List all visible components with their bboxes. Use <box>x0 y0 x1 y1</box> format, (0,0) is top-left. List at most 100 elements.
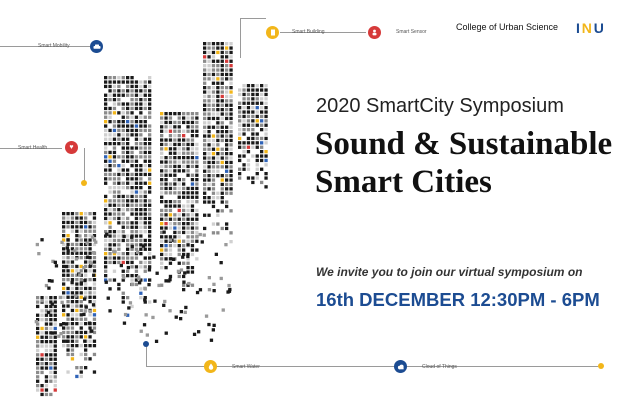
skyline-window <box>121 300 125 304</box>
skyline-window <box>117 247 121 251</box>
skyline-window <box>148 190 152 194</box>
skyline-window <box>126 155 130 159</box>
skyline-window <box>36 357 40 361</box>
skyline-window <box>126 252 130 256</box>
skyline-window <box>40 296 44 300</box>
skyline-window <box>139 84 143 89</box>
skyline-window <box>75 269 79 273</box>
skyline-pixel <box>195 290 200 295</box>
skyline-window <box>139 106 143 111</box>
skyline-window <box>104 133 108 137</box>
skyline-window <box>126 234 130 238</box>
skyline-window <box>70 313 75 317</box>
skyline-window <box>246 141 251 145</box>
skyline-window <box>246 136 251 141</box>
skyline-window <box>79 366 83 370</box>
skyline-window <box>44 318 49 322</box>
skyline-window <box>160 217 164 221</box>
skyline-window <box>88 212 92 216</box>
skyline-window <box>139 102 143 106</box>
skyline-window <box>84 247 88 251</box>
skyline-window <box>130 172 134 177</box>
skyline-window <box>117 181 121 185</box>
skyline-window <box>207 108 211 112</box>
skyline-window <box>168 156 173 160</box>
skyline-window <box>211 134 216 138</box>
skyline-window <box>190 204 195 208</box>
skyline-window <box>229 156 233 160</box>
skyline-pixel <box>192 332 197 336</box>
skyline-window <box>225 77 229 81</box>
skyline-window <box>70 300 75 304</box>
skyline-window <box>207 134 211 138</box>
skyline-window <box>117 76 121 80</box>
skyline-window <box>220 138 224 143</box>
skyline-window <box>143 106 147 111</box>
skyline-window <box>143 159 147 163</box>
skyline-window <box>88 225 92 229</box>
skyline-window <box>112 146 117 150</box>
skyline-window <box>251 106 255 110</box>
skyline-window <box>160 239 164 243</box>
skyline-window <box>66 216 70 220</box>
skyline-window <box>88 335 92 339</box>
skyline-window <box>186 116 190 120</box>
skyline-window <box>177 222 181 226</box>
skyline-window <box>104 181 108 185</box>
skyline-window <box>139 181 143 185</box>
skyline-window <box>143 172 147 177</box>
skyline-window <box>134 212 139 216</box>
skyline-window <box>173 112 177 116</box>
skyline-window <box>62 242 66 247</box>
skyline-window <box>44 335 49 339</box>
skyline-window <box>40 353 44 357</box>
skyline-window <box>36 304 40 309</box>
skyline-window <box>143 208 147 212</box>
skyline-window <box>66 352 70 357</box>
skyline-window <box>88 247 92 251</box>
skyline-window <box>216 160 220 165</box>
skyline-window <box>177 217 181 221</box>
skyline-window <box>148 146 152 150</box>
skyline-window <box>70 326 75 330</box>
skyline-window <box>186 204 190 208</box>
skyline-pixel <box>168 238 173 242</box>
skyline-window <box>225 222 229 226</box>
skyline-window <box>168 116 173 120</box>
skyline-pixel <box>186 243 190 247</box>
connector-line <box>0 46 90 47</box>
skyline-window <box>84 282 88 286</box>
skyline-window <box>164 244 168 248</box>
skyline-window <box>88 256 92 260</box>
skyline-pixel <box>176 269 181 273</box>
skyline-window <box>134 243 139 247</box>
skyline-window <box>182 252 186 257</box>
skyline-window <box>229 68 233 72</box>
skyline-window <box>211 72 216 77</box>
skyline-window <box>112 106 117 111</box>
skyline-window <box>49 326 53 331</box>
skyline-window <box>130 102 134 106</box>
skyline-window <box>207 103 211 107</box>
skyline-window <box>148 93 152 97</box>
skyline-window <box>195 116 199 120</box>
skyline-window <box>238 167 242 171</box>
skyline-window <box>92 295 97 299</box>
skyline-window <box>143 225 147 229</box>
skyline-window <box>121 111 125 115</box>
skyline-window <box>66 317 70 321</box>
skyline-window <box>242 123 246 127</box>
skyline-window <box>117 216 121 221</box>
skyline-window <box>177 160 181 164</box>
skyline-window <box>225 160 229 165</box>
skyline-window <box>216 103 220 107</box>
skyline-window <box>186 129 190 133</box>
skyline-window <box>216 90 220 94</box>
skyline-window <box>225 204 229 209</box>
skyline-window <box>143 212 147 216</box>
skyline-window <box>220 99 224 103</box>
skyline-window <box>195 147 199 151</box>
skyline-window <box>112 172 117 177</box>
skyline-pixel <box>85 241 89 245</box>
skyline-window <box>121 89 125 93</box>
